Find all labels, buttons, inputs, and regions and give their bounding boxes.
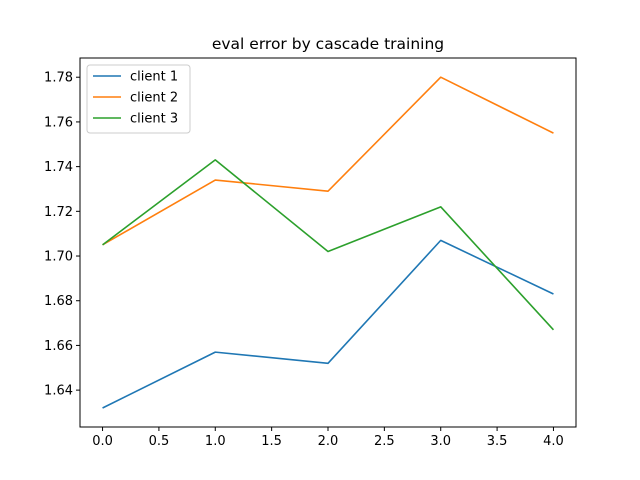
chart-title: eval error by cascade training (212, 35, 444, 53)
legend-label-3: client 3 (130, 112, 178, 127)
y-tick-label: 1.70 (44, 250, 73, 265)
y-tick-label: 1.78 (44, 71, 73, 86)
legend-frame (86, 64, 191, 134)
x-tick-label: 0.0 (92, 434, 113, 449)
x-tick-label: 1.5 (261, 434, 282, 449)
x-axis: 0.0 0.5 1.0 1.5 2.0 2.5 3.0 3.5 4.0 (92, 427, 564, 449)
legend-label-2: client 2 (130, 91, 178, 106)
plot-lines (102, 76, 555, 409)
x-tick-label: 4.0 (543, 434, 564, 449)
x-tick-label: 0.5 (149, 434, 170, 449)
y-tick-label: 1.68 (44, 294, 73, 309)
y-tick-label: 1.76 (44, 115, 73, 130)
x-tick-label: 2.5 (374, 434, 395, 449)
series-line-2 (102, 76, 554, 246)
y-tick-label: 1.74 (44, 160, 73, 175)
legend: client 1 client 2 client 3 (86, 64, 191, 134)
series-line-3 (102, 159, 555, 331)
y-tick-label: 1.72 (44, 205, 73, 220)
y-tick-label: 1.64 (44, 384, 73, 399)
series-line-1 (102, 239, 554, 409)
x-tick-label: 3.5 (487, 434, 508, 449)
x-tick-label: 3.0 (430, 434, 451, 449)
x-tick-label: 2.0 (318, 434, 339, 449)
y-tick-label: 1.66 (44, 339, 73, 354)
x-tick-label: 1.0 (205, 434, 226, 449)
y-axis: 1.64 1.66 1.68 1.70 1.72 1.74 1.76 1.78 (44, 71, 80, 399)
legend-label-1: client 1 (130, 70, 178, 85)
